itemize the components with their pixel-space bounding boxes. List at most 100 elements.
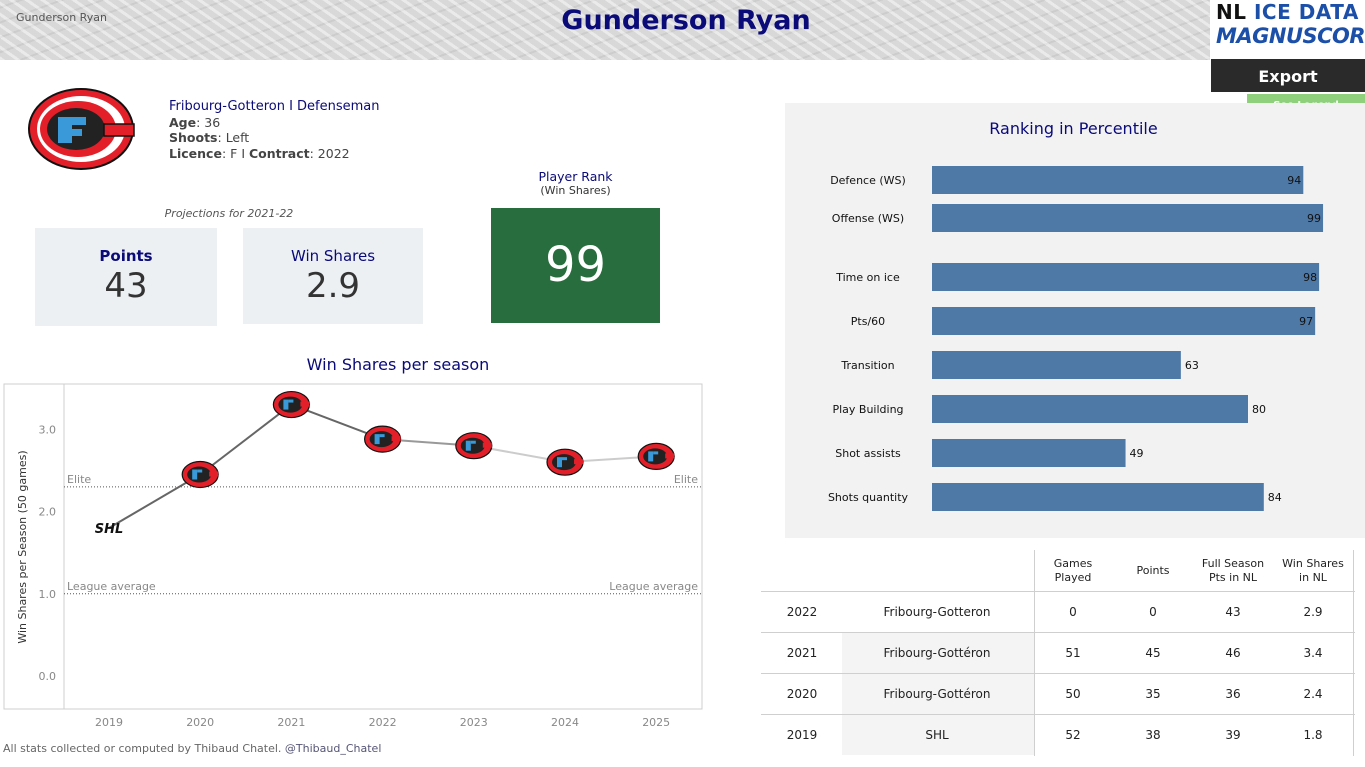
- credit-handle-link[interactable]: @Thibaud_Chatel: [284, 742, 382, 755]
- player-rank-box: 99: [491, 208, 660, 323]
- percentile-bar[interactable]: [932, 439, 1126, 467]
- percentile-bar[interactable]: [932, 483, 1264, 511]
- logo-line2: MAGNUSCORSI: [1216, 24, 1365, 48]
- table-cell-points: 38: [1145, 728, 1161, 742]
- percentile-category-label: Shot assists: [835, 447, 901, 460]
- table-cell-full-season-pts: 46: [1225, 646, 1241, 660]
- shoots-line: Shoots: Left: [169, 130, 250, 145]
- table-cell-full-season-pts: 43: [1225, 605, 1241, 619]
- table-header-cell: Games Played: [1033, 557, 1113, 585]
- percentile-bar[interactable]: [932, 351, 1181, 379]
- ws-point-team-logo[interactable]: [637, 442, 675, 471]
- ws-y-axis-label: Win Shares per Season (50 games): [16, 450, 29, 643]
- ws-reference-label-left: Elite: [67, 473, 91, 486]
- percentile-category-label: Shots quantity: [828, 491, 909, 504]
- table-cell-season: 2022: [786, 605, 818, 619]
- table-header-cell: Points: [1113, 564, 1193, 578]
- percentile-category-label: Defence (WS): [830, 174, 906, 187]
- nl-ice-data-logo[interactable]: NL ICE DATA MAGNUSCORSI: [1210, 0, 1365, 58]
- ws-y-tick-label: 3.0: [39, 423, 57, 436]
- ws-plot-frame: [3, 383, 703, 710]
- table-row[interactable]: 2019 SHL 52 38 39 1.8: [761, 714, 1355, 755]
- table-header-text: Played: [1054, 571, 1092, 584]
- age-value: 36: [204, 114, 221, 130]
- table-divider: [1353, 550, 1354, 756]
- table-cell-games-played: 50: [1065, 687, 1081, 701]
- table-row[interactable]: 2021 Fribourg-Gottéron 51 45 46 3.4: [761, 632, 1355, 673]
- percentile-bar[interactable]: [932, 263, 1320, 291]
- table-cell-win-shares: 2.4: [1303, 687, 1323, 701]
- licence-label: Licence: [169, 145, 222, 161]
- credit-line: All stats collected or computed by Thiba…: [3, 742, 381, 755]
- ws-x-tick-label: 2021: [277, 716, 305, 729]
- age-label: Age: [169, 114, 197, 130]
- percentile-category-label: Pts/60: [851, 315, 885, 328]
- licence-line: Licence: F I Contract: 2022: [169, 145, 350, 161]
- table-header-cell: Full Season Pts in NL: [1193, 557, 1273, 585]
- ws-point-team-logo[interactable]: [364, 425, 402, 453]
- ws-point-team-logo[interactable]: [272, 390, 310, 419]
- points-card: Points 43: [35, 228, 217, 326]
- percentile-bar[interactable]: [932, 307, 1316, 335]
- ws-reference-label-left: League average: [67, 580, 156, 593]
- stats-table: Games Played Points Full Season Pts in NL Win…: [761, 550, 1355, 756]
- percentile-value-label: 94: [1287, 174, 1301, 187]
- percentile-bar[interactable]: [932, 395, 1248, 423]
- table-header-text: Games: [1053, 557, 1093, 570]
- shoots-value: Left: [225, 130, 250, 145]
- table-cell-team: Fribourg-Gotteron: [883, 605, 991, 619]
- ws-reference-label-right: League average: [609, 580, 698, 593]
- ws-point-team-logo[interactable]: [181, 460, 219, 489]
- table-header-text: Full Season: [1201, 557, 1265, 570]
- table-cell-season: 2019: [786, 728, 818, 742]
- percentile-value-label: 99: [1307, 212, 1321, 225]
- percentile-category-label: Offense (WS): [832, 212, 904, 225]
- ws-point-shl-logo[interactable]: SHL: [95, 522, 124, 537]
- table-divider: [1034, 550, 1035, 756]
- ice-texture-background: [0, 0, 1210, 60]
- ws-x-tick-label: 2024: [551, 716, 579, 729]
- ws-point-team-logo[interactable]: [546, 448, 584, 476]
- table-cell-season: 2020: [786, 687, 818, 701]
- logo-line1: NL ICE DATA: [1216, 0, 1359, 24]
- age-line: Age: 36: [169, 114, 221, 130]
- ws-series-points: SHL: [95, 390, 675, 537]
- shoots-label: Shoots: [169, 130, 218, 145]
- percentile-chart-title: Ranking in Percentile: [989, 119, 1158, 138]
- ws-x-tick-label: 2019: [95, 716, 123, 729]
- table-cell-team: SHL: [925, 728, 949, 742]
- separator: I: [241, 145, 245, 161]
- export-button[interactable]: Export: [1211, 59, 1365, 92]
- percentile-bar[interactable]: [932, 166, 1304, 194]
- table-cell-games-played: 51: [1065, 646, 1081, 660]
- projections-label: Projections for 2021-22: [164, 207, 294, 220]
- percentile-bar[interactable]: [932, 204, 1324, 232]
- table-cell-team: Fribourg-Gottéron: [883, 687, 991, 701]
- table-row[interactable]: 2022 Fribourg-Gotteron 0 0 43 2.9: [761, 591, 1355, 632]
- percentile-category-label: Play Building: [832, 403, 903, 416]
- percentile-bars: Defence (WS) 94 Offense (WS) 99 Time on ice 9…: [828, 166, 1324, 511]
- table-row[interactable]: 2020 Fribourg-Gottéron 50 35 36 2.4: [761, 673, 1355, 714]
- logo-nl-text: NL: [1216, 0, 1247, 24]
- header-banner: Gunderson Ryan Gunderson Ryan: [0, 0, 1210, 60]
- table-cell-shade: [842, 633, 1034, 673]
- percentile-value-label: 84: [1268, 491, 1282, 504]
- logo-icedata-text: ICE DATA: [1253, 0, 1359, 24]
- ws-y-ticks: 0.0 1.0 2.0 3.0: [39, 423, 57, 683]
- ws-x-tick-label: 2023: [460, 716, 488, 729]
- credit-text: All stats collected or computed by Thiba…: [3, 742, 282, 755]
- contract-value: 2022: [317, 145, 350, 161]
- team-logo: [28, 88, 135, 170]
- player-name-small: Gunderson Ryan: [16, 11, 107, 24]
- player-rank-title: Player Rank (Win Shares): [491, 170, 660, 198]
- table-header-text: Win Shares: [1282, 557, 1344, 570]
- table-cell-win-shares: 3.4: [1303, 646, 1323, 660]
- ws-y-tick-label: 1.0: [39, 588, 57, 601]
- player-rank-label: Player Rank: [538, 169, 613, 184]
- percentile-value-label: 63: [1185, 359, 1199, 372]
- ws-x-tick-label: 2025: [642, 716, 670, 729]
- win-shares-label: Win Shares: [290, 247, 376, 265]
- table-cell-full-season-pts: 36: [1225, 687, 1241, 701]
- percentile-value-label: 49: [1130, 447, 1144, 460]
- ws-point-team-logo[interactable]: [455, 432, 493, 460]
